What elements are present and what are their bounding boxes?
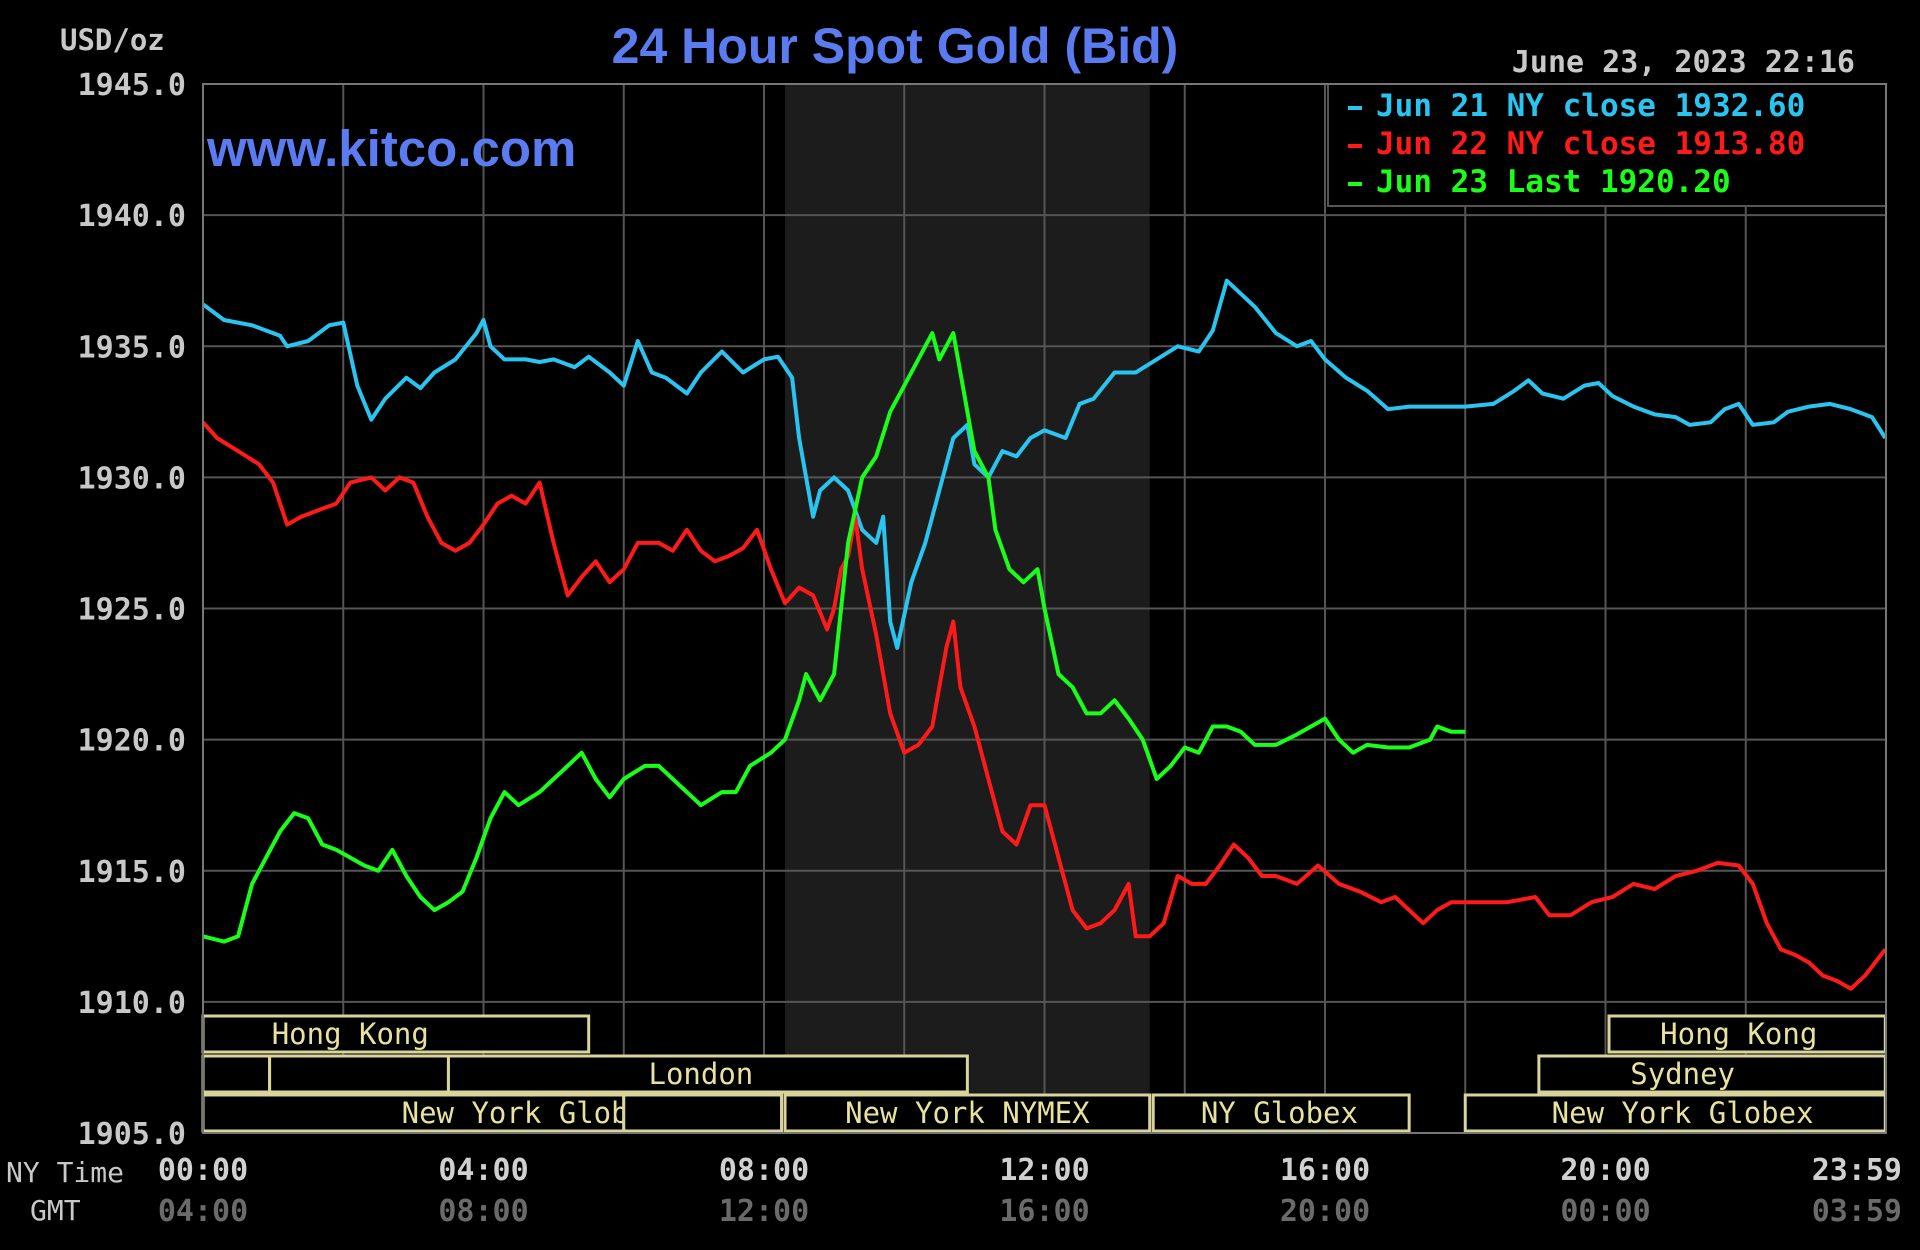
legend-entry: Jun 21 NY close 1932.60 [1376, 88, 1805, 124]
session-label: London [649, 1057, 754, 1091]
legend-swatch [1348, 144, 1362, 148]
y-tick-label: 1915.0 [78, 855, 186, 890]
chart-timestamp: June 23, 2023 22:16 [1512, 45, 1855, 80]
x-tick-label-gmt: 12:00 [719, 1194, 809, 1229]
y-tick-label: 1935.0 [78, 330, 186, 365]
kitco-watermark: www.kitco.com [206, 120, 576, 177]
session-label: New York Globex [402, 1096, 664, 1130]
x-tick-label-gmt: 04:00 [158, 1194, 248, 1229]
x-tick-label-ny: 08:00 [719, 1153, 809, 1188]
y-tick-label: 1910.0 [78, 986, 186, 1021]
session-label: New York NYMEX [845, 1096, 1090, 1130]
x-tick-label-gmt: 16:00 [999, 1194, 1089, 1229]
y-axis-unit: USD/oz [60, 23, 165, 57]
session-bar [783, 1093, 1152, 1133]
y-tick-label: 1925.0 [78, 593, 186, 628]
session-bar [1151, 1093, 1411, 1133]
session-bar [268, 1054, 450, 1094]
gmt-row-label: GMT [30, 1194, 81, 1227]
x-tick-label-gmt: 03:59 [1812, 1194, 1902, 1229]
x-tick-label-gmt: 08:00 [438, 1194, 528, 1229]
legend-entry: Jun 22 NY close 1913.80 [1376, 126, 1805, 162]
legend-swatch [1348, 106, 1362, 110]
x-tick-label-gmt: 20:00 [1280, 1194, 1370, 1229]
session-label: New York Globex [1552, 1096, 1814, 1130]
plot-frame [202, 83, 1887, 1134]
y-tick-label: 1920.0 [78, 724, 186, 759]
legend-swatch [1348, 182, 1362, 186]
session-label: Sydney [1630, 1057, 1735, 1091]
x-tick-label-ny: 23:59 [1812, 1153, 1902, 1188]
x-tick-label-ny: 04:00 [438, 1153, 528, 1188]
session-label: Hong Kong [1660, 1017, 1817, 1051]
x-tick-label-ny: 12:00 [999, 1153, 1089, 1188]
x-tick-label-ny: 20:00 [1560, 1153, 1650, 1188]
y-tick-label: 1945.0 [78, 68, 186, 103]
chart-title: 24 Hour Spot Gold (Bid) [612, 18, 1179, 74]
series-line-jun21 [201, 278, 1887, 650]
session-label: Hong Kong [272, 1017, 429, 1051]
ny-time-row-label: NY Time [6, 1156, 124, 1189]
legend-entry: Jun 23 Last 1920.20 [1376, 164, 1731, 200]
session-bar [622, 1093, 784, 1133]
session-bar [446, 1054, 969, 1094]
y-tick-label: 1930.0 [78, 461, 186, 496]
y-tick-label: 1905.0 [78, 1117, 186, 1152]
series-line-jun22 [201, 420, 1887, 991]
legend-box [1327, 83, 1887, 207]
session-bar [1537, 1054, 1887, 1094]
session-bar [201, 1054, 272, 1094]
x-tick-label-gmt: 00:00 [1560, 1194, 1650, 1229]
series-line-jun23 [202, 331, 1466, 944]
x-tick-label-ny: 16:00 [1280, 1153, 1370, 1188]
session-bar [201, 1093, 626, 1133]
x-tick-label-ny: 00:00 [158, 1153, 248, 1188]
session-bar [201, 1014, 591, 1054]
session-label: NY Globex [1201, 1096, 1358, 1130]
y-tick-label: 1940.0 [78, 199, 186, 234]
